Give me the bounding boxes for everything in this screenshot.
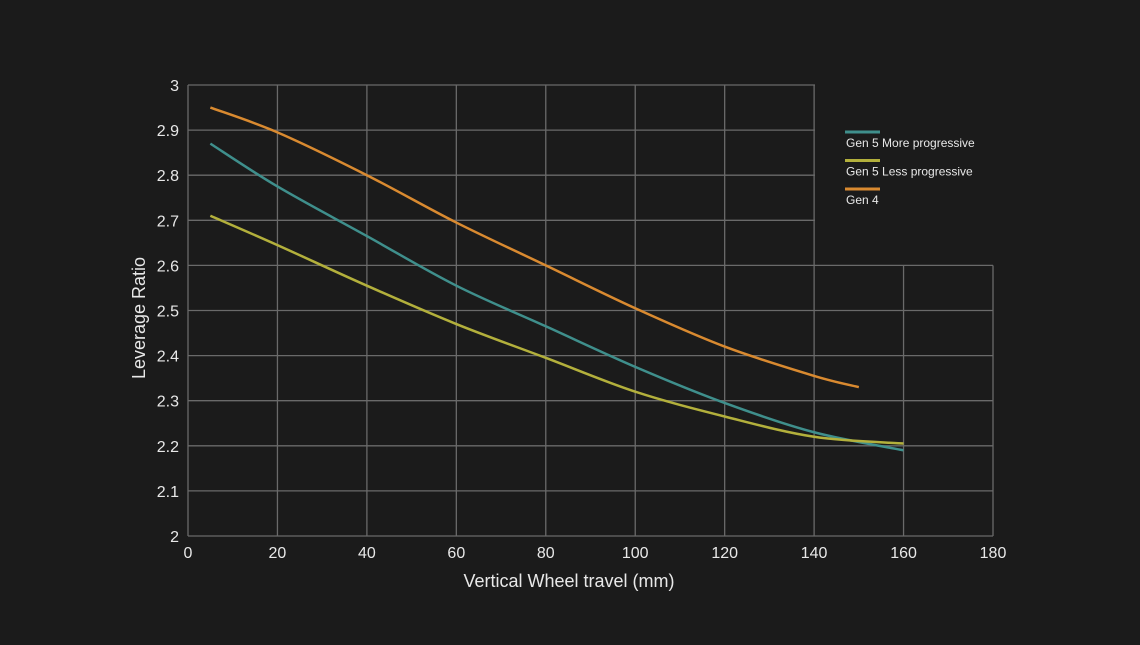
legend-label: Gen 4 — [846, 193, 879, 207]
legend-label: Gen 5 Less progressive — [846, 165, 973, 179]
series-line — [209, 106, 860, 389]
y-tick-label: 3 — [170, 78, 179, 95]
tick-labels: 0 20 40 60 80 100 120 140 160 180 2 2.1 2.2 2.3 2.4 2.5… — [157, 78, 1007, 562]
x-tick-label: 80 — [537, 545, 555, 562]
x-tick-label: 180 — [980, 545, 1007, 562]
y-tick-label: 2.1 — [157, 484, 179, 501]
y-tick-label: 2.6 — [157, 258, 179, 275]
series-line — [209, 142, 904, 452]
series-line — [209, 214, 904, 445]
y-tick-label: 2.8 — [157, 168, 179, 185]
y-tick-label: 2.9 — [157, 123, 179, 140]
y-tick-label: 2.3 — [157, 394, 179, 411]
grid — [187, 84, 994, 537]
y-tick-label: 2.4 — [157, 349, 179, 366]
x-tick-label: 60 — [447, 545, 465, 562]
x-tick-label: 40 — [358, 545, 376, 562]
x-tick-label: 0 — [184, 545, 193, 562]
y-tick-label: 2.2 — [157, 439, 179, 456]
x-tick-label: 160 — [890, 545, 917, 562]
series-lines — [209, 106, 904, 452]
x-tick-label: 140 — [801, 545, 828, 562]
x-tick-label: 120 — [711, 545, 738, 562]
y-tick-label: 2.7 — [157, 213, 179, 230]
y-tick-label: 2 — [170, 529, 179, 546]
legend: Gen 5 More progressive Gen 5 Less progres… — [845, 130, 975, 207]
x-tick-label: 100 — [622, 545, 649, 562]
y-axis-label: Leverage Ratio — [129, 257, 149, 379]
legend-label: Gen 5 More progressive — [846, 136, 975, 150]
y-tick-label: 2.5 — [157, 304, 179, 321]
x-tick-label: 20 — [269, 545, 287, 562]
x-axis-label: Vertical Wheel travel (mm) — [463, 571, 674, 591]
